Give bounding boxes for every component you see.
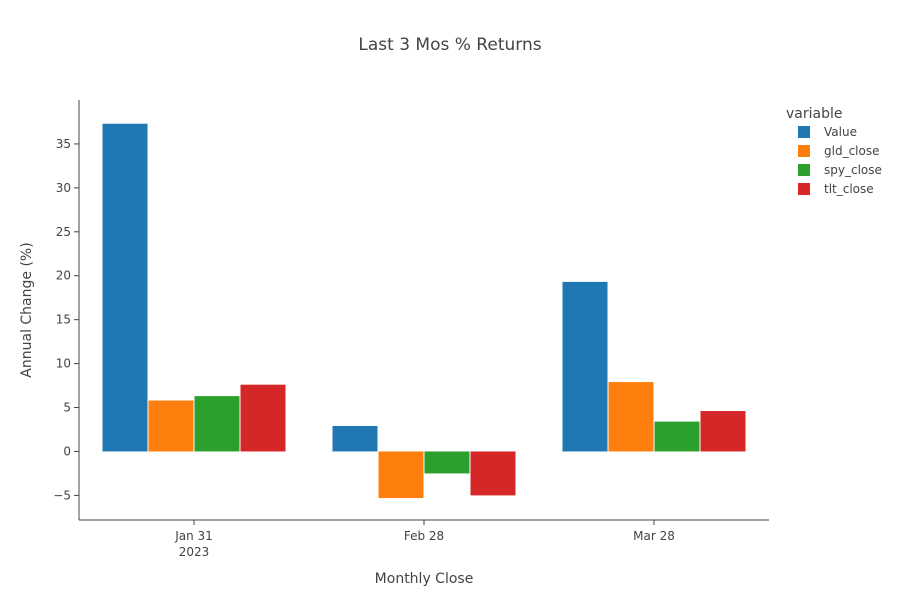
y-tick-label: 5 bbox=[63, 401, 71, 415]
y-ticks-group: −5 0 5 10 15 20 25 30 35 bbox=[53, 137, 79, 502]
chart-title: Last 3 Mos % Returns bbox=[358, 35, 541, 55]
bar-tlt_close-jan-31 bbox=[240, 384, 286, 452]
bars-group bbox=[102, 123, 746, 499]
y-tick-label: 0 bbox=[63, 444, 71, 458]
bar-spy_close-jan-31 bbox=[194, 396, 240, 452]
x-tick-label: Feb 28 bbox=[404, 529, 444, 543]
y-tick-label: 10 bbox=[56, 357, 71, 371]
bar-spy_close-feb-28 bbox=[424, 451, 470, 474]
bar-spy_close-mar-28 bbox=[654, 421, 700, 452]
y-tick-label: 20 bbox=[56, 269, 71, 283]
x-tick-label: Jan 31 bbox=[174, 529, 213, 543]
bar-Value-jan-31 bbox=[102, 123, 148, 452]
legend-label-Value[interactable]: Value bbox=[824, 125, 857, 139]
y-tick-label: 15 bbox=[56, 313, 71, 327]
bar-Value-feb-28 bbox=[332, 425, 378, 452]
legend-swatch-tlt_close[interactable] bbox=[798, 183, 810, 195]
legend-label-gld_close[interactable]: gld_close bbox=[824, 144, 879, 158]
y-tick-label: 25 bbox=[56, 225, 71, 239]
legend-swatch-gld_close[interactable] bbox=[798, 145, 810, 157]
legend-label-spy_close[interactable]: spy_close bbox=[824, 163, 882, 177]
bar-tlt_close-feb-28 bbox=[470, 451, 516, 496]
bar-tlt_close-mar-28 bbox=[700, 411, 746, 452]
legend-swatch-Value[interactable] bbox=[798, 126, 810, 138]
x-axis-title: Monthly Close bbox=[375, 571, 474, 587]
legend: variable Value gld_close spy_close tlt_clos… bbox=[786, 106, 882, 196]
bar-gld_close-jan-31 bbox=[148, 400, 194, 452]
x-tick-label: Mar 28 bbox=[633, 529, 675, 543]
bar-Value-mar-28 bbox=[562, 281, 608, 452]
y-tick-label: 30 bbox=[56, 181, 71, 195]
legend-swatch-spy_close[interactable] bbox=[798, 164, 810, 176]
y-axis-title: Annual Change (%) bbox=[19, 242, 35, 377]
legend-label-tlt_close[interactable]: tlt_close bbox=[824, 182, 874, 196]
y-tick-label: 35 bbox=[56, 137, 71, 151]
y-tick-label: −5 bbox=[53, 488, 71, 502]
x-tick-sublabel: 2023 bbox=[179, 545, 210, 559]
bar-gld_close-feb-28 bbox=[378, 451, 424, 499]
bar-gld_close-mar-28 bbox=[608, 382, 654, 452]
x-ticks-group: Jan 31 2023 Feb 28 Mar 28 bbox=[174, 520, 675, 559]
legend-title: variable bbox=[786, 106, 842, 122]
